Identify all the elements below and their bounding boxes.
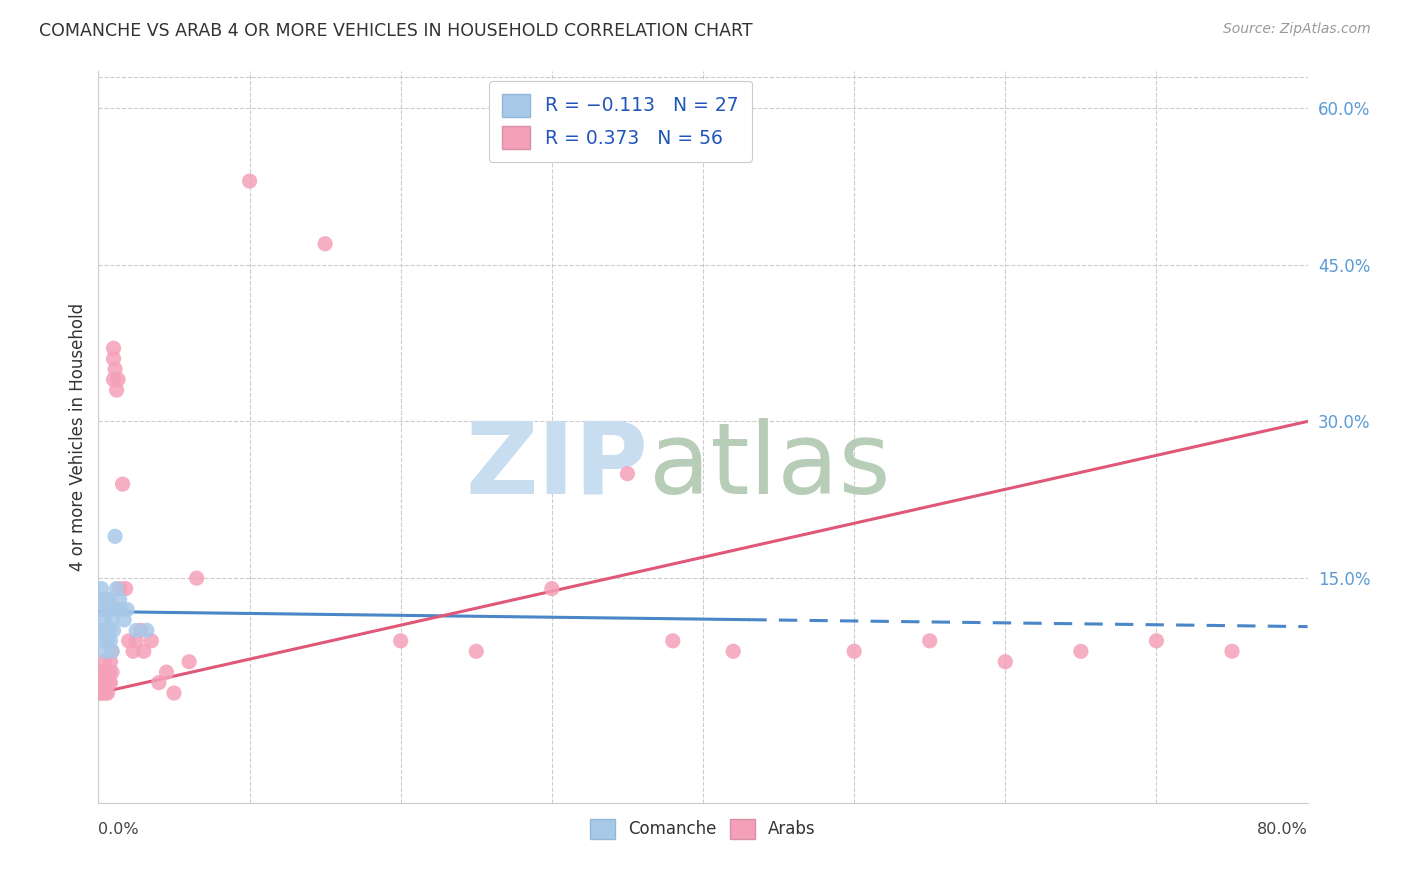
Point (94, 624, 117, 638)
Point (98, 675, 121, 690)
Legend: Comanche, Arabs: Comanche, Arabs (583, 812, 823, 846)
Point (100, 655, 122, 669)
Point (125, 624, 148, 638)
Point (96, 602, 118, 616)
Point (101, 644, 124, 658)
Point (112, 613, 135, 627)
Point (186, 571, 208, 585)
Point (93, 665, 115, 680)
Point (107, 602, 129, 616)
Point (89, 665, 111, 680)
Point (844, 644, 866, 658)
Point (239, 174, 262, 188)
Point (94, 665, 117, 680)
Point (118, 633, 141, 648)
Point (96, 686, 118, 700)
Point (105, 582, 128, 596)
Point (101, 665, 124, 680)
Point (91, 686, 114, 700)
Point (616, 467, 638, 481)
Point (89, 675, 111, 690)
Point (100, 675, 122, 690)
Point (98, 592, 121, 607)
Point (103, 624, 125, 638)
Y-axis label: 4 or more Vehicles in Household: 4 or more Vehicles in Household (69, 303, 87, 571)
Text: 0.0%: 0.0% (98, 822, 139, 837)
Point (94, 592, 117, 607)
Point (107, 373, 129, 387)
Point (101, 613, 124, 627)
Point (389, 633, 412, 648)
Point (179, 655, 201, 669)
Point (135, 624, 157, 638)
Point (96, 665, 118, 680)
Point (93, 644, 115, 658)
Point (91, 665, 114, 680)
Point (103, 351, 125, 366)
Point (100, 602, 122, 616)
Point (141, 633, 163, 648)
Point (90, 582, 112, 596)
Point (90, 686, 112, 700)
Point (98, 624, 121, 638)
Text: COMANCHE VS ARAB 4 OR MORE VEHICLES IN HOUSEHOLD CORRELATION CHART: COMANCHE VS ARAB 4 OR MORE VEHICLES IN H… (39, 22, 754, 40)
Point (540, 582, 562, 596)
Point (108, 582, 131, 596)
Point (91, 675, 114, 690)
Point (90, 675, 112, 690)
Text: ZIP: ZIP (465, 417, 648, 515)
Point (155, 665, 177, 680)
Text: Source: ZipAtlas.com: Source: ZipAtlas.com (1223, 22, 1371, 37)
Point (96, 633, 118, 648)
Point (125, 633, 148, 648)
Point (918, 633, 941, 648)
Point (1220, 644, 1243, 658)
Point (98, 665, 121, 680)
Point (148, 675, 170, 690)
Point (91, 633, 114, 648)
Text: 80.0%: 80.0% (1257, 822, 1308, 837)
Point (661, 633, 683, 648)
Point (111, 477, 134, 491)
Point (89, 686, 111, 700)
Point (110, 602, 132, 616)
Point (103, 341, 125, 355)
Point (93, 613, 115, 627)
Point (115, 602, 138, 616)
Text: atlas: atlas (648, 417, 890, 515)
Point (994, 655, 1017, 669)
Point (108, 592, 131, 607)
Point (723, 644, 745, 658)
Point (104, 362, 127, 376)
Point (93, 655, 115, 669)
Point (91, 602, 114, 616)
Point (90, 665, 112, 680)
Point (129, 624, 152, 638)
Point (314, 236, 336, 251)
Point (163, 686, 186, 700)
Point (100, 633, 122, 648)
Point (101, 644, 124, 658)
Point (132, 644, 155, 658)
Point (114, 582, 136, 596)
Point (93, 675, 115, 690)
Point (1144, 633, 1167, 648)
Point (90, 624, 112, 638)
Point (122, 644, 145, 658)
Point (104, 529, 127, 543)
Point (103, 373, 125, 387)
Point (89, 592, 111, 607)
Point (105, 383, 128, 397)
Point (94, 686, 117, 700)
Point (1070, 644, 1092, 658)
Point (465, 644, 488, 658)
